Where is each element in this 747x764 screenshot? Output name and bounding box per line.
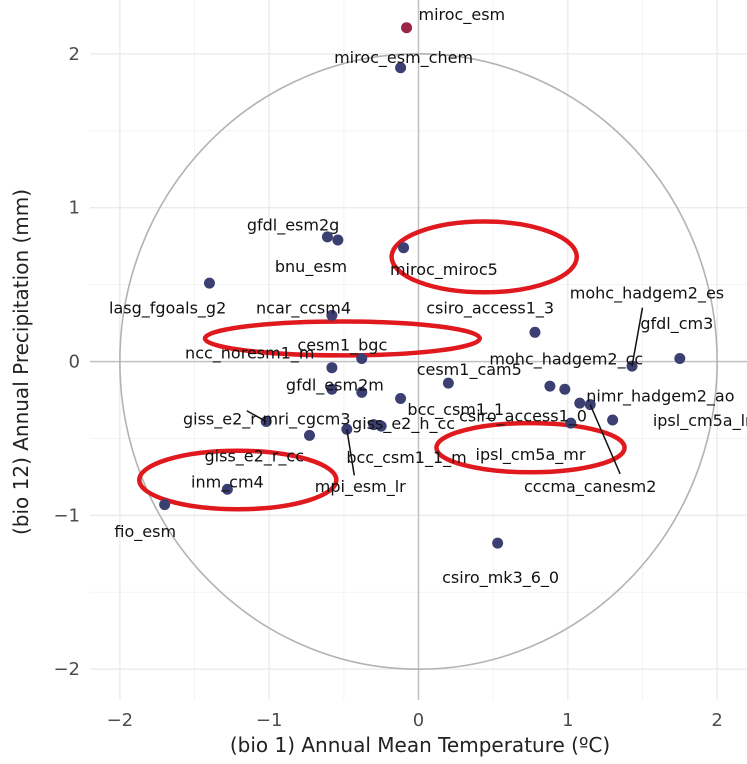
- label-csiro-access1-0: csiro_access1_0: [459, 406, 587, 426]
- point-gfdl-esm2g: [321, 231, 333, 243]
- point-fio-esm: [159, 499, 171, 511]
- point-bcc-csm1-1-m: [375, 420, 387, 432]
- point-ipsl-cm5a-lr: [607, 414, 619, 426]
- point-nimr-hadgem2-ao: [559, 383, 571, 395]
- label-giss-e2-h-cc: giss_e2_h_cc: [352, 414, 455, 434]
- leader-line: [246, 410, 267, 423]
- x-tick-label: 1: [562, 710, 573, 731]
- points-layer: [159, 22, 686, 549]
- y-tick-label: 2: [69, 44, 80, 65]
- label-lasg-fgoals-g2: lasg_fgoals_g2: [109, 299, 226, 319]
- label-fio-esm: fio_esm: [114, 522, 176, 542]
- label-miroc-esm-chem: miroc_esm_chem: [334, 48, 473, 68]
- label-cesm1-bgc: cesm1_bgc: [297, 336, 387, 356]
- label-bcc-csm1-1: bcc_csm1_1: [407, 400, 504, 420]
- labels-layer: miroc_esm miroc_esm_chem gfdl_esm2g bnu_esm…: [109, 5, 747, 588]
- label-bcc-csm1-1-m: bcc_csm1_1_m: [346, 448, 466, 468]
- label-inm-cm4: inm_cm4: [191, 473, 264, 493]
- label-giss-e2-r-cc: giss_e2_r_cc: [205, 446, 304, 466]
- label-gfdl-esm2g: gfdl_esm2g: [247, 216, 340, 236]
- highlight-ring-cesm1-bgc: [202, 319, 482, 358]
- point-lasg-fgoals-g2: [203, 277, 215, 289]
- label-gfdl-esm2m: gfdl_esm2m: [286, 376, 384, 396]
- point-ncc-noresm1-m: [326, 362, 338, 374]
- point-giss-e2-h-cc: [395, 392, 407, 404]
- x-tick-label: 2: [711, 710, 722, 731]
- label-mpi-esm-lr: mpi_esm_lr: [315, 477, 406, 497]
- label-cesm1-cam5: cesm1_cam5: [417, 360, 522, 380]
- x-tick-label: −1: [256, 710, 283, 731]
- y-tick-label: −2: [53, 659, 80, 680]
- label-mohc-hadgem2-es: mohc_hadgem2_es: [570, 283, 724, 303]
- axes-layer: −2 −2 −1 −1 0 0 1 1 2 2: [53, 0, 747, 731]
- point-csiro-access1-3: [529, 326, 541, 338]
- y-tick-label: 0: [69, 352, 80, 373]
- label-gfdl-cm3: gfdl_cm3: [640, 314, 713, 334]
- point-mohc-hadgem2-cc: [544, 380, 556, 392]
- point-cesm1-cam5: [442, 377, 454, 389]
- annotation-layer: [137, 219, 627, 512]
- leader-line: [631, 307, 644, 367]
- label-bnu-esm: bnu_esm: [275, 257, 347, 277]
- label-ipsl-cm5a-lr: ipsl_cm5a_lr: [653, 411, 747, 431]
- label-ncc-noresm1-m: ncc_noresm1_m: [185, 343, 314, 363]
- label-mohc-hadgem2-cc: mohc_hadgem2_cc: [489, 349, 643, 369]
- point-ipsl-cm5a-mr: [565, 417, 577, 429]
- reference-circle: [119, 53, 718, 671]
- label-miroc-miroc5: miroc_miroc5: [390, 260, 498, 280]
- point-cesm1-bgc: [356, 352, 368, 364]
- leader-line: [346, 429, 356, 476]
- x-tick-label: −2: [107, 710, 134, 731]
- point-inm-cm4: [221, 483, 233, 495]
- point-miroc-miroc5: [398, 242, 410, 254]
- point-csiro-access1-0: [574, 397, 586, 409]
- label-mri-cgcm3: mri_cgcm3: [262, 409, 350, 429]
- point-miroc-esm-chem: [395, 62, 407, 74]
- point-mri-cgcm3: [356, 386, 368, 398]
- label-giss-e2-r: giss_e2_r: [183, 409, 257, 429]
- highlight-ring-inm-cm4: [137, 448, 339, 512]
- leader-line: [589, 404, 621, 475]
- label-ncar-ccsm4: ncar_ccsm4: [256, 299, 351, 319]
- y-axis-title: (bio 12) Annual Precipitation (mm): [9, 189, 33, 535]
- highlight-ring-miroc-miroc5: [389, 219, 580, 295]
- label-ipsl-cm5a-mr: ipsl_cm5a_mr: [476, 445, 586, 465]
- label-miroc-esm: miroc_esm: [419, 5, 506, 25]
- point-gfdl-esm2m: [326, 383, 338, 395]
- point-csiro-mk3-6-0: [492, 537, 504, 549]
- y-tick-label: 1: [69, 198, 80, 219]
- y-tick-label: −1: [53, 505, 80, 526]
- highlight-ring-ipsl-cm5a-mr: [434, 420, 627, 475]
- label-cccma-canesm2: cccma_canesm2: [524, 477, 656, 497]
- point-ncar-ccsm4: [326, 309, 338, 321]
- label-nimr-hadgem2-ao: nimr_hadgem2_ao: [586, 386, 734, 406]
- label-csiro-mk3-6-0: csiro_mk3_6_0: [442, 568, 559, 588]
- point-bnu-esm: [332, 234, 344, 246]
- label-csiro-access1-3: csiro_access1_3: [426, 299, 554, 319]
- point-giss-e2-r-cc: [303, 429, 315, 441]
- x-tick-label: 0: [413, 710, 424, 731]
- point-miroc-esm: [401, 22, 413, 34]
- x-axis-title: (bio 1) Annual Mean Temperature (ºC): [230, 733, 610, 757]
- point-gfdl-cm3: [674, 352, 686, 364]
